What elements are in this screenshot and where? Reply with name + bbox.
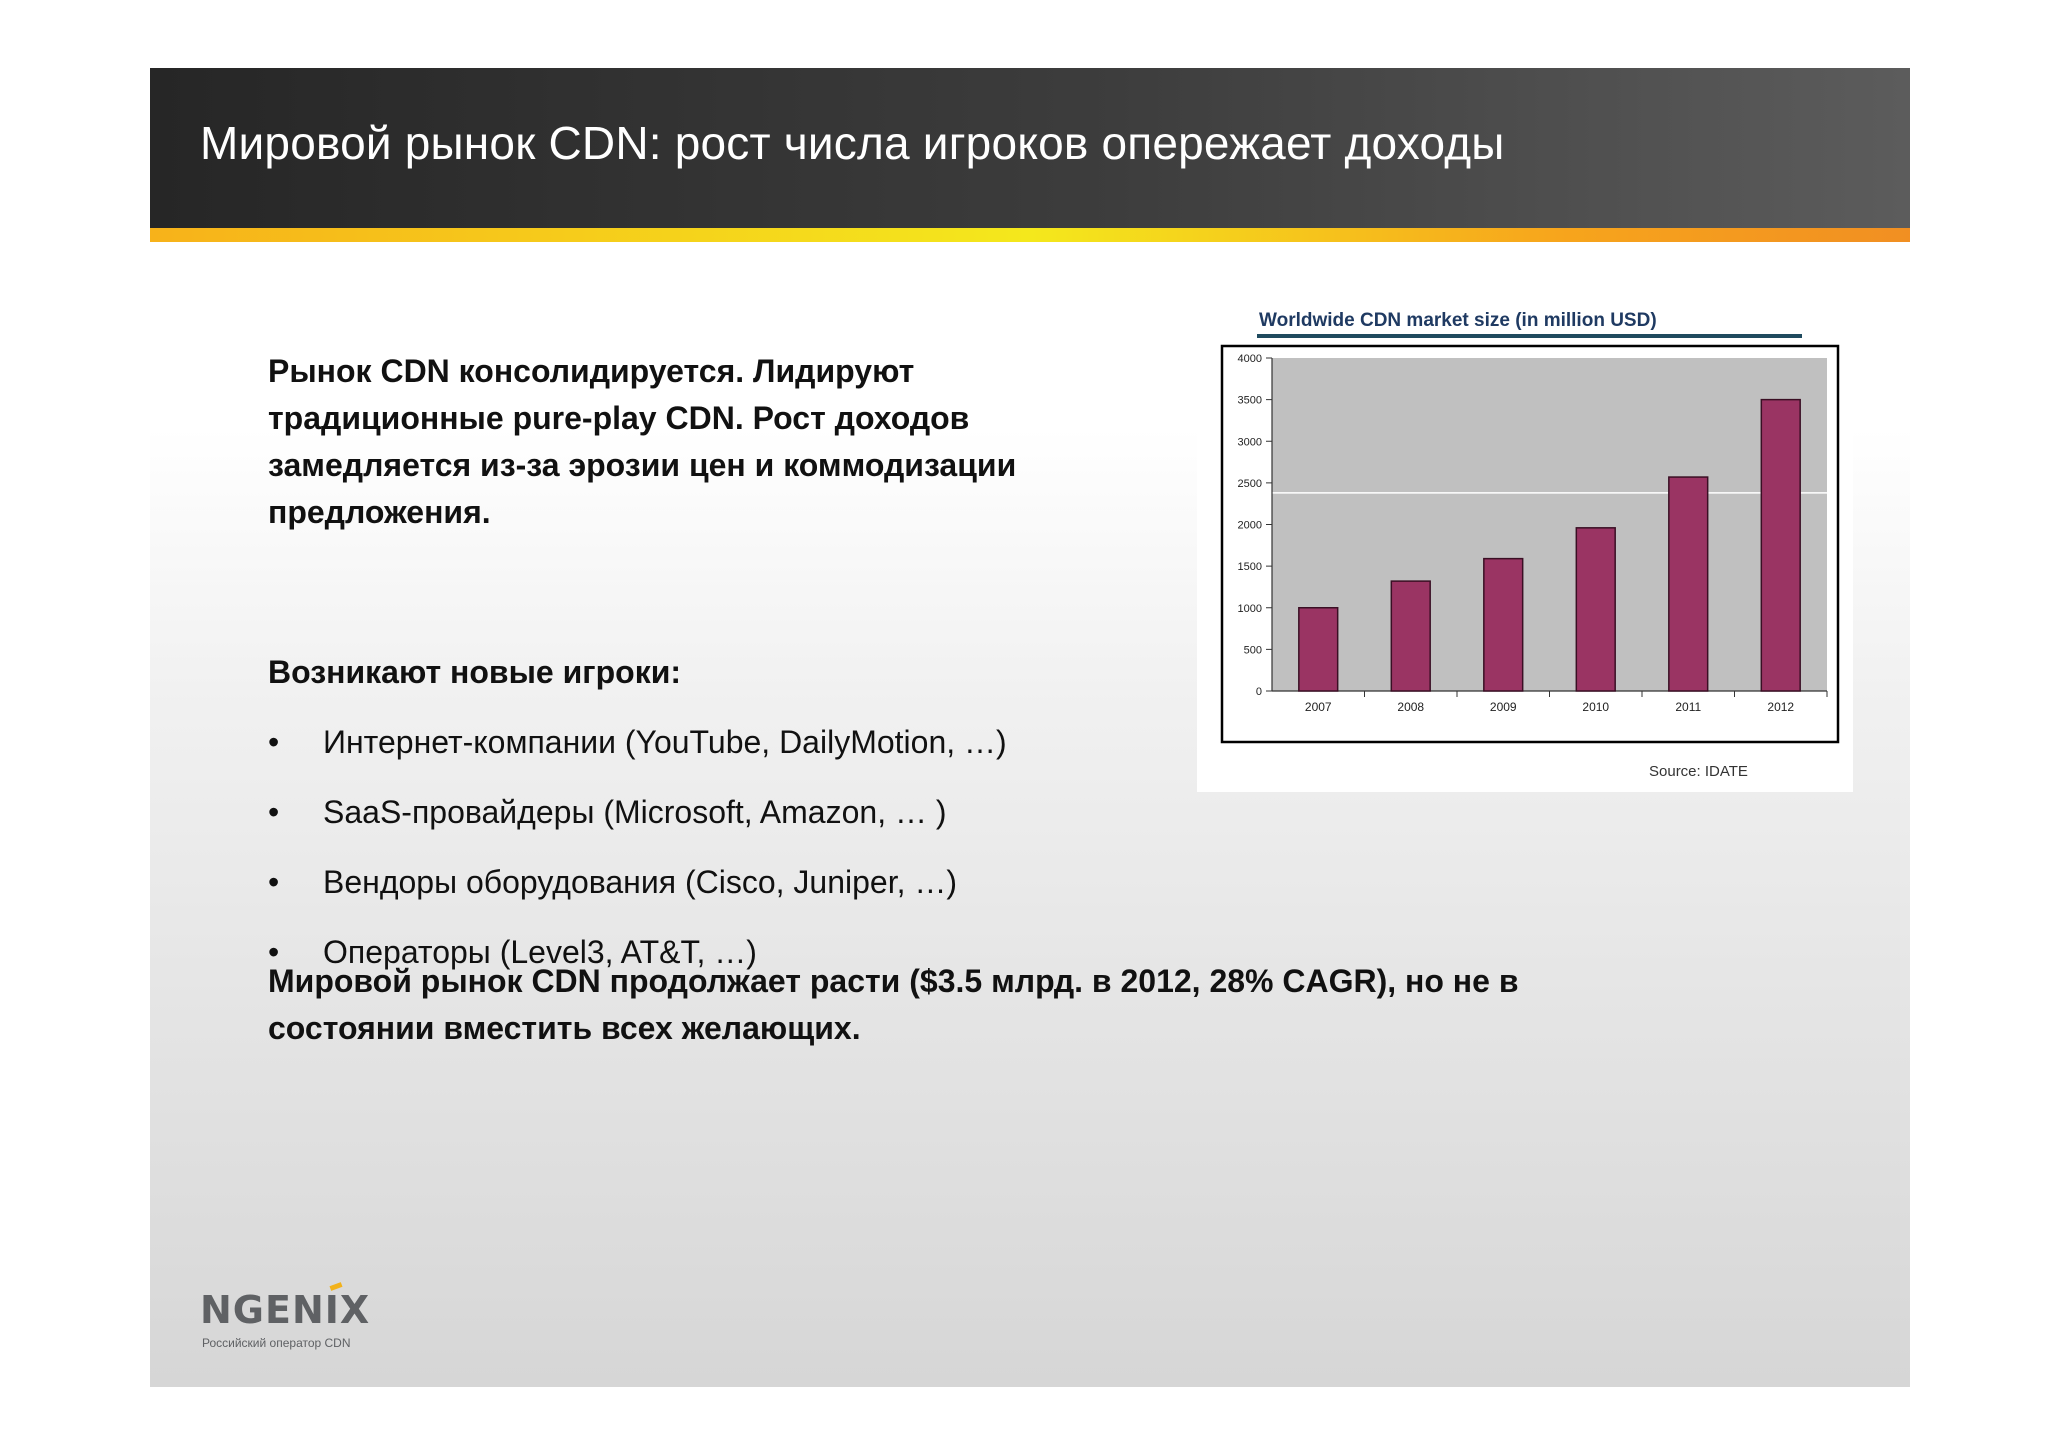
bullet-text: Операторы (Level3, AT&T, …)	[323, 934, 757, 970]
bar-2011	[1668, 476, 1709, 692]
conclusion-line: Мировой рынок CDN продолжает расти ($3.5…	[268, 963, 1519, 999]
lead-line: замедляется из-за эрозии цен и коммодиза…	[268, 447, 1017, 483]
chart-title: Worldwide CDN market size (in million US…	[1259, 310, 1657, 331]
x-tick-group: 2007 2008 2009 2010 2011 2012	[1305, 691, 1828, 714]
x-tick-label: 2007	[1305, 700, 1332, 714]
logo-wordmark: NGENIX	[200, 1288, 371, 1332]
x-tick-label: 2010	[1582, 700, 1609, 714]
bullet-text: SaaS-провайдеры (Microsoft, Amazon, … )	[323, 794, 947, 830]
y-tick-label: 0	[1256, 686, 1262, 698]
conclusion-paragraph: Мировой рынок CDN продолжает расти ($3.5…	[268, 958, 1728, 1052]
y-tick-label: 3500	[1238, 395, 1262, 407]
chart-source: Source: IDATE	[1649, 763, 1748, 780]
accent-stripe	[150, 228, 1910, 242]
ngenix-logo: NGENIX Российский оператор CDN	[200, 1282, 380, 1350]
title-bar: Мировой рынок CDN: рост числа игроков оп…	[150, 68, 1910, 228]
bullet-glyph: •	[268, 934, 280, 970]
slide: Мировой рынок CDN: рост числа игроков оп…	[150, 68, 1910, 1387]
market-size-chart: Worldwide CDN market size (in million US…	[1197, 308, 1853, 792]
y-tick-label: 1500	[1238, 561, 1262, 573]
x-tick-label: 2012	[1767, 700, 1794, 714]
lead-line: Рынок CDN консолидируется. Лидируют	[268, 353, 915, 389]
bullet-glyph: •	[268, 864, 280, 900]
bullet-text: Вендоры оборудования (Cisco, Juniper, …)	[323, 864, 958, 900]
y-tick-group: 0 500 1000 1500 2000 2500 3000 3500 4000	[1238, 353, 1272, 698]
bar-group	[1298, 398, 1801, 692]
bullet-glyph: •	[268, 724, 280, 760]
y-tick-label: 500	[1244, 644, 1262, 656]
y-tick-label: 1000	[1238, 603, 1262, 615]
lead-line: предложения.	[268, 494, 491, 530]
slide-title: Мировой рынок CDN: рост числа игроков оп…	[200, 117, 1505, 169]
x-tick-label: 2008	[1397, 700, 1424, 714]
plot-area	[1272, 358, 1827, 691]
x-tick-label: 2009	[1490, 700, 1517, 714]
conclusion-line: состоянии вместить всех желающих.	[268, 1010, 861, 1046]
lead-line: традиционные pure-play CDN. Рост доходов	[268, 400, 970, 436]
logo-tagline: Российский оператор CDN	[202, 1336, 351, 1350]
x-tick-label: 2011	[1675, 700, 1701, 714]
bar-2007	[1298, 607, 1339, 692]
y-tick-label: 4000	[1238, 353, 1262, 365]
y-tick-label: 2500	[1238, 478, 1262, 490]
y-tick-label: 2000	[1238, 520, 1262, 532]
bar-2010	[1575, 527, 1616, 692]
bar-2012	[1760, 398, 1801, 692]
chart-title-rule	[1257, 334, 1802, 338]
y-tick-label: 3000	[1238, 436, 1262, 448]
new-players-heading: Возникают новые игроки:	[268, 654, 682, 690]
bullet-text: Интернет-компании (YouTube, DailyMotion,…	[323, 724, 1007, 760]
bar-2008	[1390, 580, 1431, 692]
lead-paragraph: Рынок CDN консолидируется. Лидируют трад…	[268, 348, 1188, 536]
chart-canvas: Worldwide CDN market size (in million US…	[1220, 310, 1840, 780]
bullet-glyph: •	[268, 794, 280, 830]
bar-2009	[1483, 557, 1524, 692]
